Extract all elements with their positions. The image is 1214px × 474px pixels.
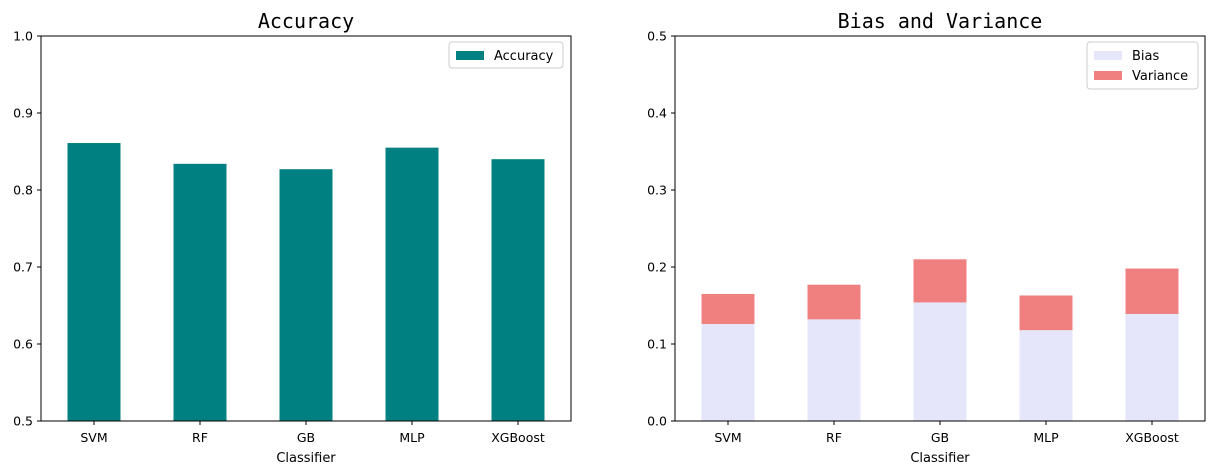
bias-variance-x-tick-label: XGBoost [1125, 430, 1179, 445]
bias-variance-legend: Bias Variance [1086, 41, 1199, 90]
variance-legend-label: Variance [1132, 69, 1188, 84]
accuracy-x-tick-label: XGBoost [491, 430, 545, 445]
bias-variance-chart: Bias and Variance 0.0 0.1 0.2 0.3 0.4 0.5 SVM… [647, 9, 1206, 466]
accuracy-y-axis: 0.5 0.6 0.7 0.8 0.9 1.0 [13, 29, 41, 429]
accuracy-bar-accuracy-gb [279, 169, 333, 421]
bias-variance-y-tick-label: 0.5 [647, 29, 667, 44]
bias-variance-bar-variance-gb [913, 259, 967, 303]
bias-variance-y-tick-label: 0.1 [647, 337, 667, 352]
accuracy-x-tick-label: GB [297, 430, 315, 445]
accuracy-y-tick-label: 1.0 [13, 29, 33, 44]
accuracy-bar-accuracy-rf [173, 163, 227, 421]
accuracy-legend: Accuracy [448, 41, 564, 69]
bias-variance-y-tick-label: 0.2 [647, 260, 667, 275]
accuracy-y-tick-label: 0.9 [13, 106, 33, 121]
bias-variance-bar-bias-svm [701, 323, 755, 421]
bias-variance-bar-variance-mlp [1019, 295, 1073, 331]
bias-variance-y-tick-label: 0.4 [647, 106, 667, 121]
accuracy-chart-title: Accuracy [258, 9, 354, 33]
bias-variance-y-tick-label: 0.3 [647, 183, 667, 198]
accuracy-legend-label: Accuracy [494, 49, 554, 64]
accuracy-chart: Accuracy 0.5 0.6 0.7 0.8 0.9 1.0 SVM RF GB MLP XG… [13, 9, 572, 466]
accuracy-y-tick-label: 0.8 [13, 183, 33, 198]
accuracy-y-tick-label: 0.6 [13, 337, 33, 352]
bias-legend-label: Bias [1132, 49, 1159, 64]
bias-variance-bar-variance-rf [807, 284, 861, 320]
bias-variance-bar-bias-gb [913, 302, 967, 421]
bias-variance-bar-bias-mlp [1019, 330, 1073, 421]
bias-variance-bar-bias-rf [807, 319, 861, 421]
bias-variance-x-axis: SVM RF GB MLP XGBoost [714, 421, 1179, 445]
accuracy-legend-box [448, 41, 564, 69]
bias-variance-y-tick-label: 0.0 [647, 414, 667, 429]
bias-variance-x-tick-label: RF [826, 430, 842, 445]
accuracy-bar-accuracy-xgboost [491, 159, 545, 421]
bias-variance-bars [701, 259, 1179, 421]
accuracy-x-axis: SVM RF GB MLP XGBoost [80, 421, 545, 445]
bias-variance-x-tick-label: MLP [1033, 430, 1059, 445]
bias-variance-x-tick-label: GB [931, 430, 949, 445]
bias-variance-x-tick-label: SVM [714, 430, 741, 445]
bias-variance-x-axis-label: Classifier [910, 451, 970, 466]
bias-variance-y-axis: 0.0 0.1 0.2 0.3 0.4 0.5 [647, 29, 675, 429]
accuracy-legend-swatch [456, 51, 484, 60]
accuracy-y-tick-label: 0.7 [13, 260, 33, 275]
accuracy-y-tick-label: 0.5 [13, 414, 33, 429]
accuracy-x-tick-label: RF [192, 430, 208, 445]
accuracy-x-axis-label: Classifier [276, 451, 336, 466]
bias-legend-swatch [1094, 51, 1122, 60]
variance-legend-swatch [1094, 71, 1122, 80]
accuracy-bars [67, 143, 545, 421]
bias-variance-bar-variance-xgboost [1125, 268, 1179, 314]
accuracy-x-tick-label: SVM [80, 430, 107, 445]
accuracy-bar-accuracy-svm [67, 143, 121, 421]
bias-variance-bar-variance-svm [701, 293, 755, 324]
bias-variance-bar-bias-xgboost [1125, 313, 1179, 421]
accuracy-bar-accuracy-mlp [385, 147, 439, 421]
accuracy-x-tick-label: MLP [399, 430, 425, 445]
bias-variance-chart-title: Bias and Variance [838, 9, 1043, 33]
